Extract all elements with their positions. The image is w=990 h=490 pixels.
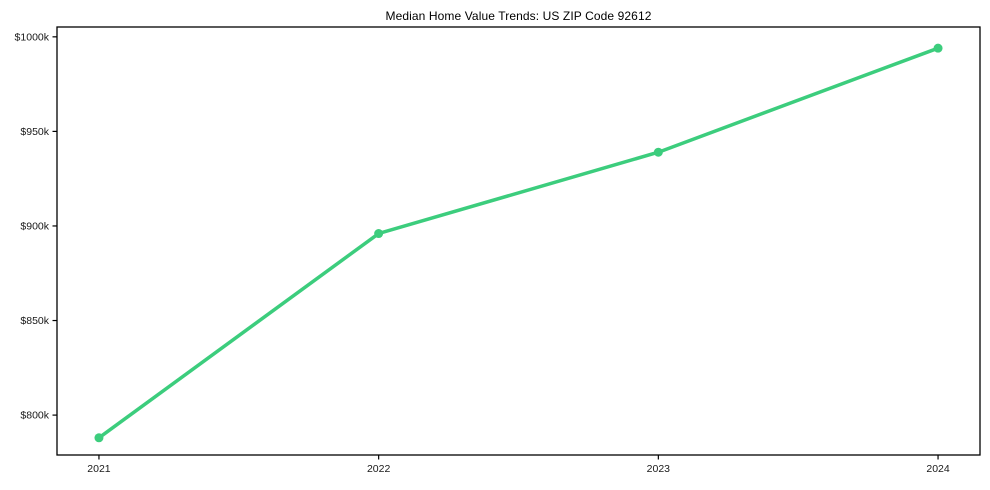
x-tick-label: 2023: [647, 463, 671, 475]
y-tick-label: $950k: [20, 126, 49, 138]
chart-title: Median Home Value Trends: US ZIP Code 92…: [385, 9, 652, 23]
x-tick-label: 2024: [926, 463, 950, 475]
data-point: [933, 43, 943, 53]
y-tick-label: $850k: [20, 315, 49, 327]
plot-frame: [56, 26, 981, 456]
y-tick-label: $900k: [20, 220, 49, 232]
data-point: [94, 433, 104, 443]
trend-line: [97, 46, 940, 440]
data-point: [653, 147, 663, 157]
y-tick-label: $1000k: [15, 31, 50, 43]
data-point: [374, 229, 384, 239]
x-tick-label: 2022: [367, 463, 391, 475]
y-tick-label: $800k: [20, 410, 49, 422]
x-tick-label: 2021: [87, 463, 111, 475]
